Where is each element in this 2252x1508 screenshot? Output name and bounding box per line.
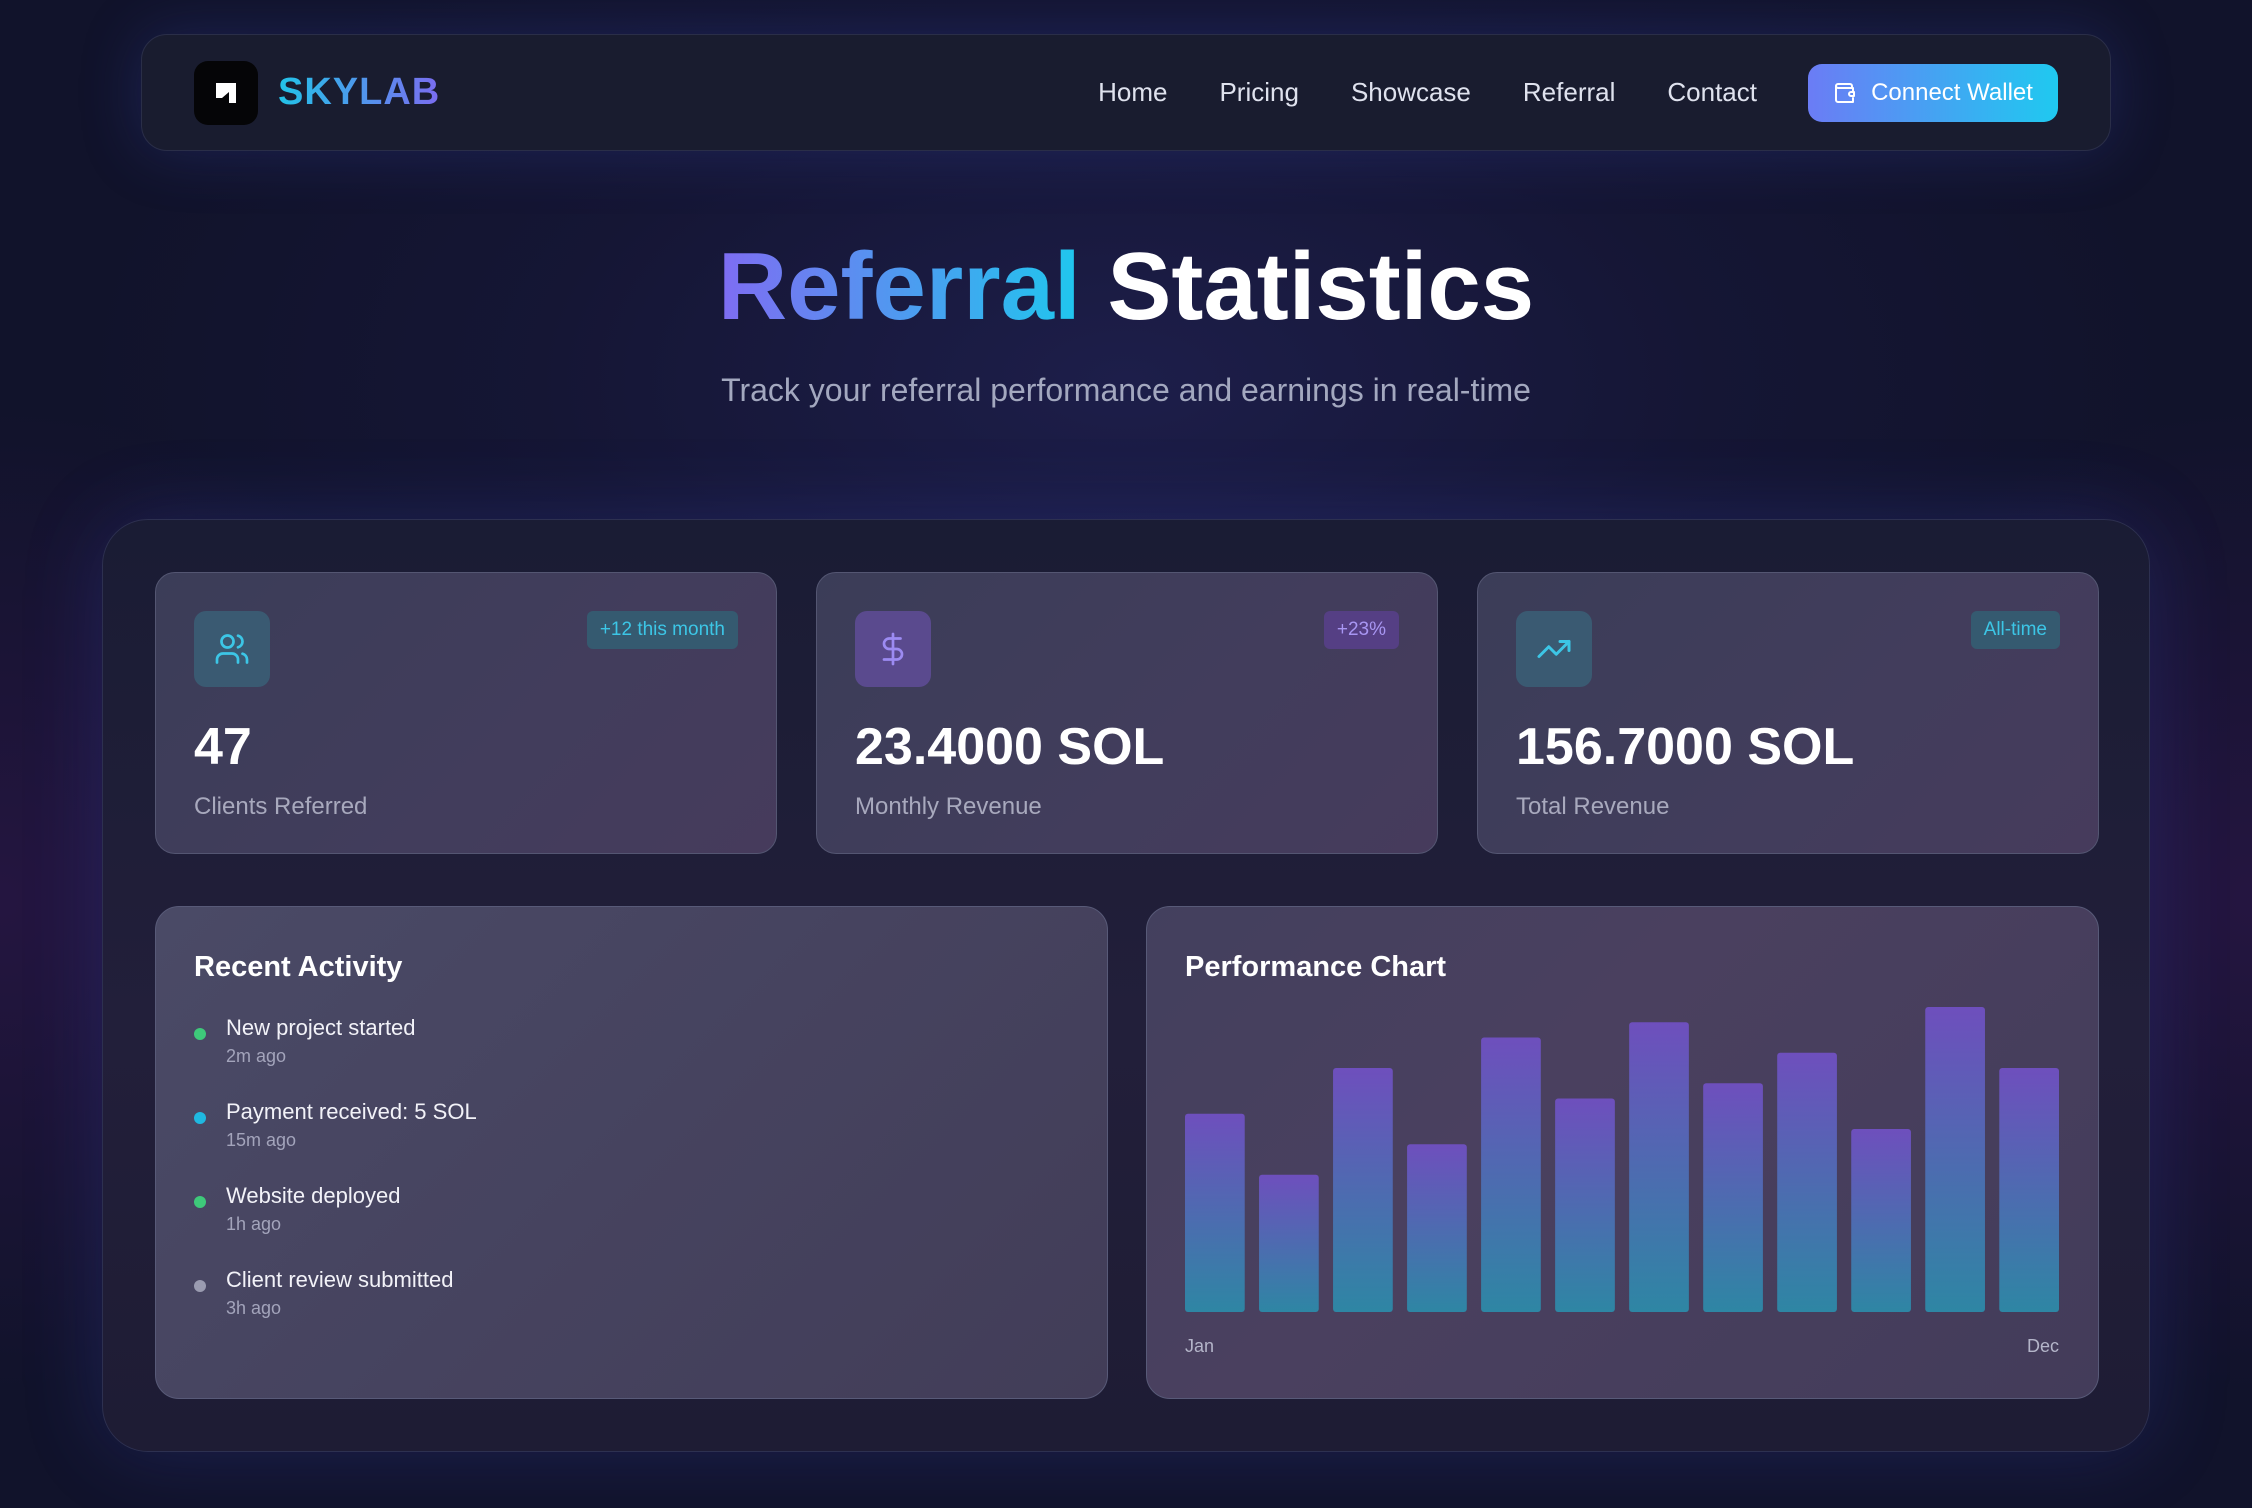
activity-time: 3h ago	[226, 1298, 282, 1318]
dollar-icon	[882, 632, 904, 666]
recent-activity-title: Recent Activity	[194, 951, 403, 983]
stat-card-clients: +12 this month 47 Clients Referred	[155, 572, 777, 854]
stat-value: 156.7000 SOL	[1516, 718, 1855, 776]
chart-bar-feb	[1259, 1174, 1319, 1312]
performance-chart-card: Performance Chart Jan Dec	[1146, 906, 2099, 1399]
activity-title: Client review submitted	[226, 1267, 454, 1292]
nav-link-referral[interactable]: Referral	[1522, 77, 1616, 107]
chart-bar-sep	[1777, 1052, 1837, 1312]
chart-bar-nov	[1925, 1007, 1985, 1312]
stat-value: 47	[194, 718, 252, 776]
stat-badge: All-time	[1970, 611, 2060, 649]
activity-time: 15m ago	[226, 1130, 297, 1150]
users-icon	[215, 634, 249, 664]
stat-value: 23.4000 SOL	[855, 718, 1165, 776]
logo-icon	[216, 82, 236, 103]
performance-chart-title: Performance Chart	[1185, 951, 1447, 983]
connect-wallet-button[interactable]: Connect Wallet	[1808, 63, 2058, 122]
chart-bar-dec	[1999, 1068, 2059, 1312]
stat-label: Clients Referred	[194, 793, 368, 820]
activity-list: New project started 2m ago Payment recei…	[194, 1014, 1069, 1350]
brand-name[interactable]: SKYLAB	[278, 71, 441, 113]
chart-bar-aug	[1703, 1083, 1763, 1312]
chart-bar-jul	[1629, 1022, 1689, 1312]
stat-label: Monthly Revenue	[855, 793, 1042, 820]
nav-link-home[interactable]: Home	[1098, 77, 1168, 107]
stat-icon-box	[855, 611, 931, 687]
activity-title: Website deployed	[226, 1183, 401, 1208]
status-dot	[194, 1280, 206, 1292]
stat-icon-box	[194, 611, 270, 687]
activity-item: Client review submitted 3h ago	[194, 1266, 1069, 1350]
performance-chart: Jan Dec	[1185, 1007, 2059, 1356]
chart-bar-jun	[1555, 1098, 1615, 1312]
navbar: SKYLAB Home Pricing Showcase Referral Co…	[141, 34, 2111, 151]
chart-bar-apr	[1407, 1144, 1467, 1312]
chart-bar-oct	[1851, 1129, 1911, 1312]
activity-item: Payment received: 5 SOL 15m ago	[194, 1098, 1069, 1182]
activity-title: New project started	[226, 1015, 416, 1040]
stat-card-monthly-revenue: +23% 23.4000 SOL Monthly Revenue	[816, 572, 1438, 854]
status-dot	[194, 1112, 206, 1124]
x-axis-start-label: Jan	[1185, 1336, 1214, 1356]
activity-time: 2m ago	[226, 1046, 287, 1066]
nav-link-pricing[interactable]: Pricing	[1219, 77, 1299, 107]
page-subtitle: Track your referral performance and earn…	[721, 372, 1531, 408]
page-title: Referral Statistics	[0, 232, 2252, 342]
activity-item: Website deployed 1h ago	[194, 1182, 1069, 1266]
wallet-icon	[1835, 82, 1856, 103]
page-title-accent: Referral	[717, 233, 1081, 340]
stat-card-total-revenue: All-time 156.7000 SOL Total Revenue	[1477, 572, 2099, 854]
stat-badge: +12 this month	[586, 611, 738, 649]
page-title-rest: Statistics	[1107, 233, 1535, 340]
nav-link-showcase[interactable]: Showcase	[1350, 77, 1471, 107]
chart-bar-jan	[1185, 1113, 1245, 1312]
logo[interactable]	[194, 60, 258, 125]
activity-item: New project started 2m ago	[194, 1014, 1069, 1098]
nav-link-contact[interactable]: Contact	[1667, 77, 1757, 107]
connect-wallet-label: Connect Wallet	[1871, 78, 2033, 106]
stat-label: Total Revenue	[1516, 793, 1670, 820]
stats-panel: +12 this month 47 Clients Referred +23% …	[102, 519, 2150, 1452]
status-dot	[194, 1196, 206, 1208]
status-dot	[194, 1028, 206, 1040]
activity-time: 1h ago	[226, 1214, 282, 1234]
trending-up-icon	[1537, 640, 1571, 658]
stat-icon-box	[1516, 611, 1592, 687]
recent-activity-card: Recent Activity New project started 2m a…	[155, 906, 1108, 1399]
chart-bar-may	[1481, 1037, 1541, 1312]
stat-badge: +23%	[1323, 611, 1399, 649]
chart-bar-mar	[1333, 1068, 1393, 1312]
x-axis-end-label: Dec	[2027, 1336, 2059, 1356]
nav-links: Home Pricing Showcase Referral Contact	[1098, 77, 1757, 108]
activity-title: Payment received: 5 SOL	[226, 1099, 477, 1124]
